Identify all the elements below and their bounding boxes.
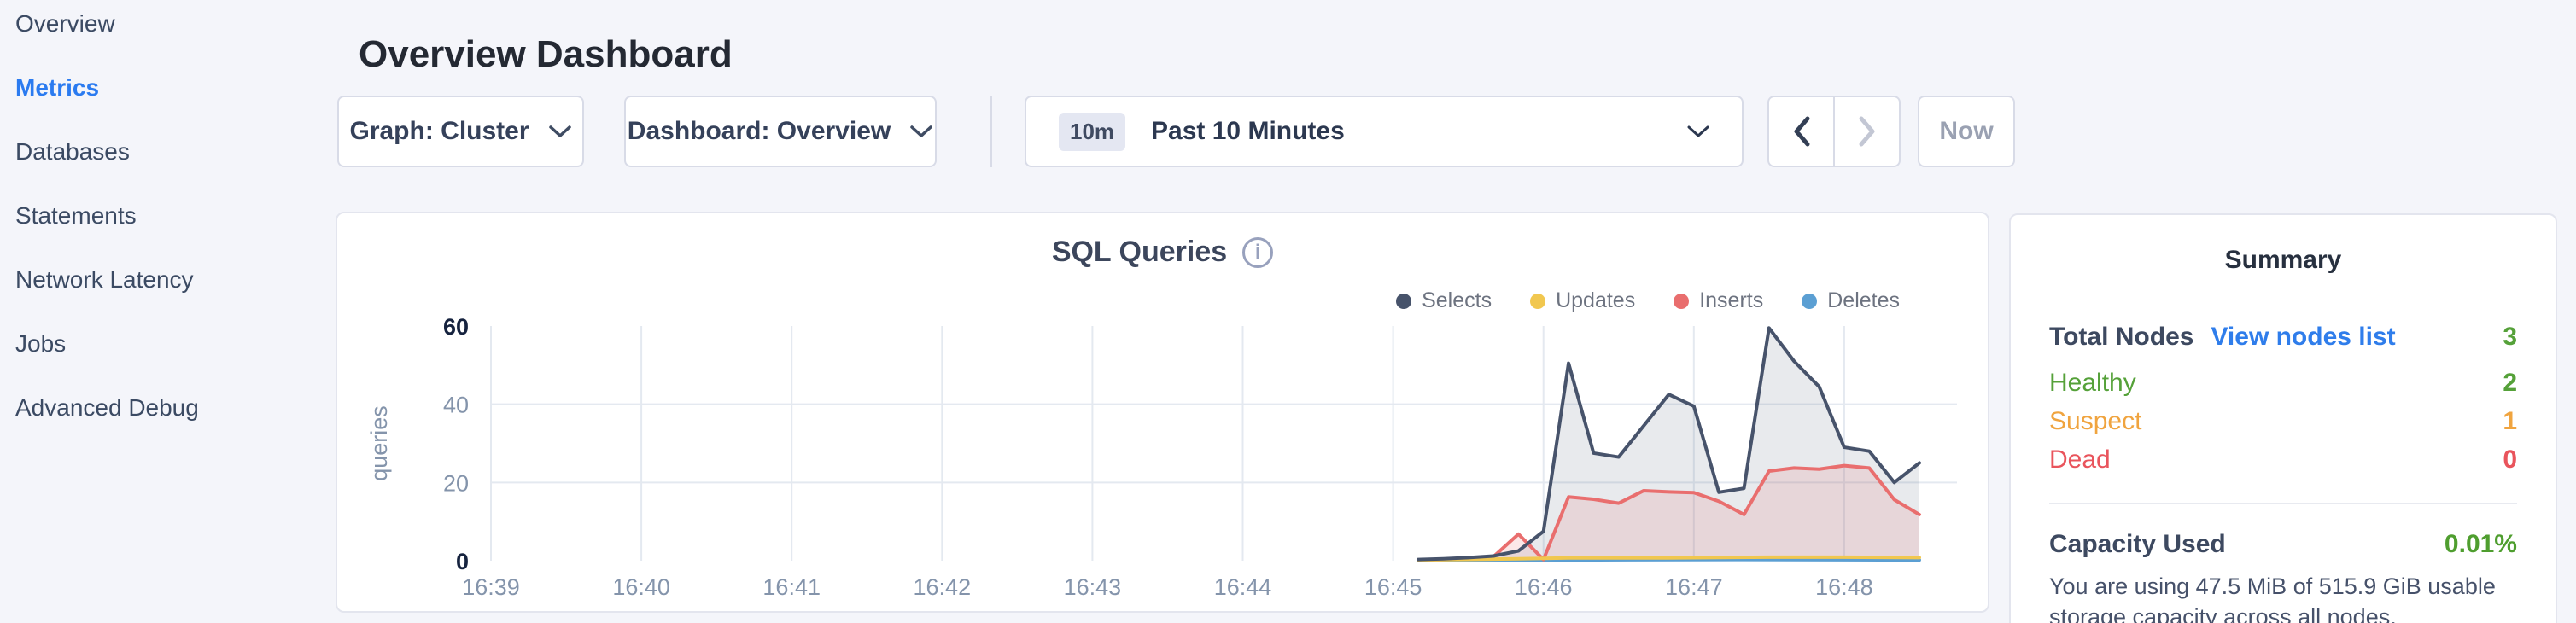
sidebar-item-jobs[interactable]: Jobs <box>15 330 67 357</box>
toolbar-divider <box>990 96 992 167</box>
chart-legend: Selects Updates Inserts Deletes <box>1396 288 1900 313</box>
sidebar-item-network-latency[interactable]: Network Latency <box>15 266 194 293</box>
node-row-label: Suspect <box>2049 406 2142 435</box>
time-range-label: Past 10 Minutes <box>1151 117 1345 145</box>
y-axis-label: queries <box>366 405 392 481</box>
updates-series-line <box>1416 555 1921 562</box>
inserts-series-line <box>1416 463 1921 562</box>
legend-item-selects[interactable]: Selects <box>1396 288 1492 313</box>
chevron-right-icon <box>1859 116 1874 147</box>
capacity-used-row: Capacity Used 0.01% <box>2049 530 2517 559</box>
legend-item-updates[interactable]: Updates <box>1530 288 1635 313</box>
node-row-healthy: Healthy 2 <box>2049 364 2517 402</box>
capacity-used-value: 0.01% <box>2444 530 2517 558</box>
legend-item-deletes[interactable]: Deletes <box>1802 288 1900 313</box>
legend-label: Selects <box>1422 288 1492 312</box>
chevron-down-icon <box>910 125 932 137</box>
sidebar-list: Overview Metrics Databases Statements Networ… <box>0 0 333 458</box>
sql-queries-chart-card: SQL Queries i Selects Updates Inserts Delet… <box>336 212 1989 613</box>
x-tick-label: 16:44 <box>1214 574 1272 600</box>
node-row-value: 1 <box>2503 406 2517 435</box>
graph-dropdown[interactable]: Graph: Cluster <box>337 96 584 167</box>
node-row-value: 0 <box>2503 445 2517 474</box>
x-tick-label: 16:42 <box>914 574 972 600</box>
summary-panel: Summary Total Nodes View nodes list 3 He… <box>2009 213 2557 623</box>
next-time-range-button[interactable] <box>1833 97 1899 166</box>
x-tick-label: 16:45 <box>1364 574 1422 600</box>
total-nodes-value: 3 <box>2503 323 2517 351</box>
legend-label: Deletes <box>1827 288 1900 312</box>
inserts-series-area <box>1417 465 1919 561</box>
selects-legend-dot-icon <box>1396 293 1412 309</box>
legend-label: Updates <box>1556 288 1636 312</box>
sidebar-item-overview[interactable]: Overview <box>15 10 115 37</box>
total-nodes-label: Total Nodes <box>2049 323 2194 351</box>
x-tick-label: 16:39 <box>462 574 520 600</box>
page-title: Overview Dashboard <box>359 33 733 76</box>
capacity-description: You are using 47.5 MiB of 515.9 GiB usab… <box>2049 574 2496 623</box>
node-row-suspect: Suspect 1 <box>2049 402 2517 440</box>
node-row-dead: Dead 0 <box>2049 440 2517 479</box>
chevron-down-icon <box>1687 125 1709 137</box>
x-tick-label: 16:41 <box>762 574 821 600</box>
capacity-used-label: Capacity Used <box>2049 530 2226 558</box>
node-row-label: Healthy <box>2049 368 2136 397</box>
dashboard-dropdown-label: Dashboard: Overview <box>627 117 891 145</box>
time-range-dropdown[interactable]: 10m Past 10 Minutes <box>1025 96 1744 167</box>
sidebar-item-advanced-debug[interactable]: Advanced Debug <box>15 394 199 421</box>
sidebar-item-databases[interactable]: Databases <box>15 138 130 165</box>
node-status-rows: Healthy 2 Suspect 1 Dead 0 <box>2049 364 2517 479</box>
sql-queries-chart[interactable]: 16:39 16:40 16:41 16:42 16:43 16:44 16:45 16:46… <box>337 213 1988 611</box>
deletes-legend-dot-icon <box>1802 293 1818 309</box>
node-row-value: 2 <box>2503 368 2517 397</box>
selects-series-area <box>1417 328 1919 561</box>
previous-time-range-button[interactable] <box>1769 97 1833 166</box>
chevron-down-icon <box>548 125 571 137</box>
node-row-label: Dead <box>2049 445 2111 474</box>
legend-item-inserts[interactable]: Inserts <box>1674 288 1763 313</box>
nodes-block: Total Nodes View nodes list 3 Healthy 2 Su… <box>2049 323 2517 479</box>
summary-divider <box>2049 503 2517 504</box>
info-icon[interactable]: i <box>1242 236 1274 268</box>
x-tick-label: 16:48 <box>1815 574 1873 600</box>
updates-legend-dot-icon <box>1530 293 1546 309</box>
sidebar-nav: Overview Metrics Databases Statements Networ… <box>0 0 333 623</box>
selects-series-line <box>1416 326 1921 562</box>
y-tick-label: 60 <box>443 314 469 340</box>
sidebar-item-metrics[interactable]: Metrics <box>15 74 100 101</box>
x-tick-label: 16:46 <box>1515 574 1573 600</box>
time-step-buttons <box>1767 96 1901 167</box>
time-range-badge: 10m <box>1059 112 1126 151</box>
x-tick-label: 16:47 <box>1665 574 1723 600</box>
graph-dropdown-label: Graph: Cluster <box>349 117 529 145</box>
chart-title: SQL Queries <box>1051 236 1228 268</box>
total-nodes-row: Total Nodes View nodes list 3 <box>2049 323 2517 352</box>
view-nodes-list-link[interactable]: View nodes list <box>2211 323 2396 351</box>
y-tick-label: 20 <box>443 470 469 496</box>
y-tick-label: 40 <box>443 393 469 418</box>
y-tick-label: 0 <box>456 549 469 574</box>
now-button[interactable]: Now <box>1918 96 2015 167</box>
x-tick-label: 16:43 <box>1064 574 1122 600</box>
chart-title-row: SQL Queries i <box>337 236 1988 269</box>
dashboard-dropdown[interactable]: Dashboard: Overview <box>624 96 937 167</box>
x-tick-label: 16:40 <box>612 574 670 600</box>
legend-label: Inserts <box>1699 288 1764 312</box>
inserts-legend-dot-icon <box>1674 293 1690 309</box>
summary-title: Summary <box>2224 246 2342 274</box>
sidebar-item-statements[interactable]: Statements <box>15 202 137 229</box>
chevron-left-icon <box>1794 116 1809 147</box>
